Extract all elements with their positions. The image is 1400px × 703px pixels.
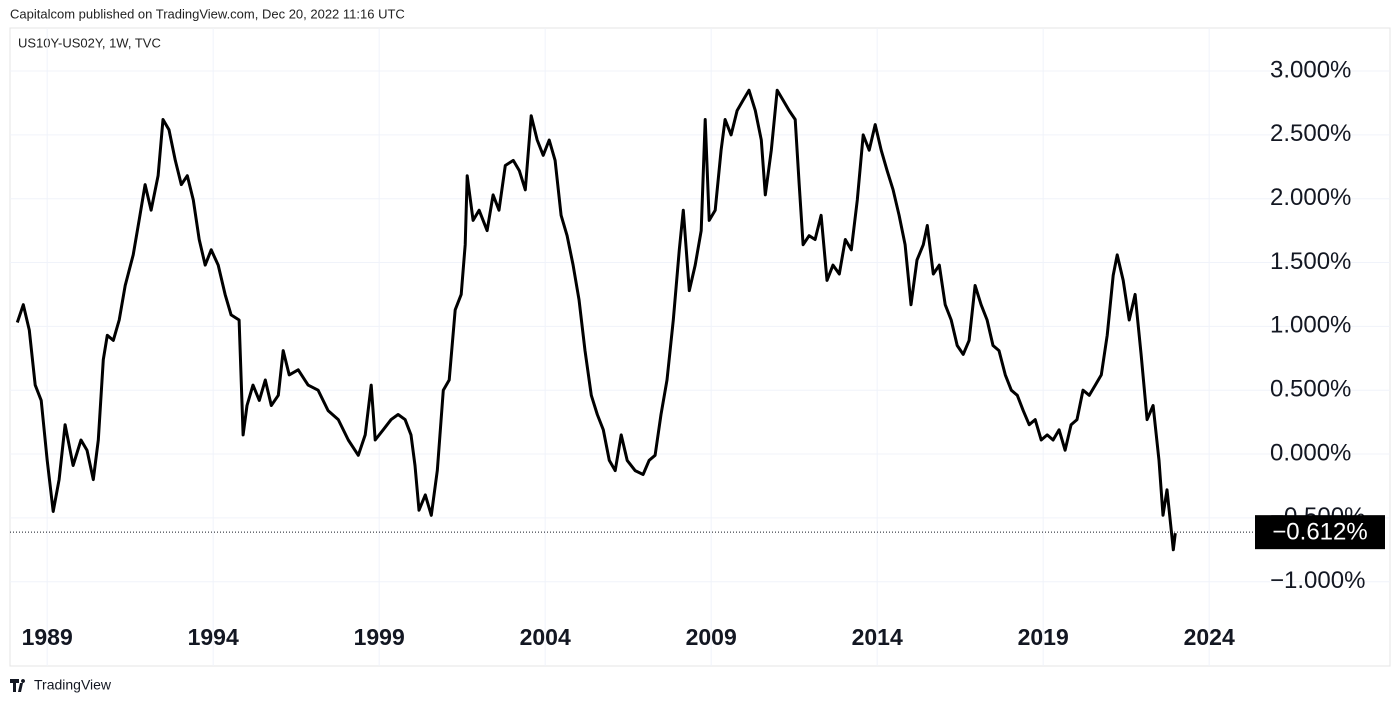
publish-note: Capitalcom published on TradingView.com,… [10,6,405,21]
x-tick-label: 2024 [1184,624,1235,650]
y-tick-label: 0.500% [1270,376,1351,403]
x-tick-label: 2004 [520,624,571,650]
last-value-box [1255,515,1385,550]
series-line [15,88,1177,552]
last-value-label: −0.612% [1272,519,1367,546]
y-tick-label: 2.000% [1270,184,1351,211]
x-tick-label: 2014 [852,624,903,650]
tv-logo [10,679,26,692]
y-tick-label: 1.000% [1270,312,1351,339]
symbol-label: US10Y-US02Y, 1W, TVC [18,35,161,50]
x-tick-label: 1999 [354,624,405,650]
y-tick-label: −1.000% [1270,567,1365,594]
chart-frame [9,27,1391,667]
y-tick-label: 0.000% [1270,439,1351,466]
x-tick-label: 1994 [188,624,239,650]
y-tick-label: 1.500% [1270,248,1351,275]
x-tick-label: 2009 [686,624,737,650]
y-tick-label: 3.000% [1270,56,1351,83]
x-tick-label: 2019 [1018,624,1069,650]
y-tick-label: 2.500% [1270,120,1351,147]
footer-brand: TradingView [34,677,112,693]
x-tick-label: 1989 [22,624,73,650]
